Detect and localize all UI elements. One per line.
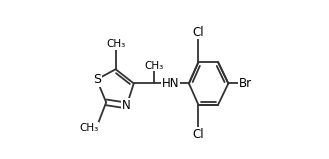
Text: Br: Br xyxy=(240,77,252,90)
Text: Cl: Cl xyxy=(192,128,204,141)
Text: N: N xyxy=(122,99,131,112)
Text: HN: HN xyxy=(162,77,180,90)
Text: CH₃: CH₃ xyxy=(145,61,164,71)
Text: CH₃: CH₃ xyxy=(106,39,125,49)
Text: S: S xyxy=(93,73,101,86)
Text: CH₃: CH₃ xyxy=(79,123,98,133)
Text: Cl: Cl xyxy=(192,26,204,38)
